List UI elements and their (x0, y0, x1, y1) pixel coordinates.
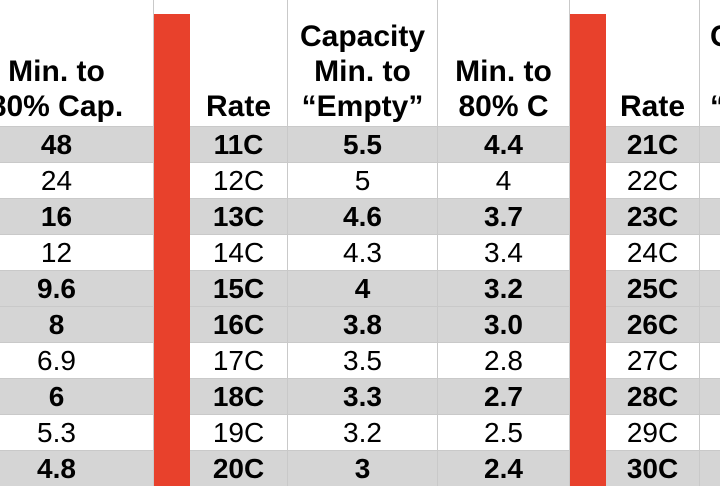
red-separator-fill (154, 14, 190, 498)
table-cell: 16C (190, 306, 288, 342)
table-cell: 28C (606, 378, 700, 414)
table-cell: 2.5 (438, 414, 570, 450)
table-cell: 6.9 (0, 342, 154, 378)
column-cropped: C “ (700, 0, 720, 498)
header-line: C (700, 20, 720, 54)
table-cell: 9.6 (0, 270, 154, 306)
header-line: Rate (619, 90, 686, 123)
table-cell (700, 198, 720, 234)
table-cell: 3.2 (438, 270, 570, 306)
table-cell: 3 (288, 450, 438, 486)
table-cell: 6 (0, 378, 154, 414)
header-line: “Empty” (301, 90, 424, 123)
table-cell: 5.5 (288, 126, 438, 162)
table-cell (700, 126, 720, 162)
table-cell: 27C (606, 342, 700, 378)
header-line: Rate (205, 90, 272, 123)
table-cell: 11C (190, 126, 288, 162)
table-cell: 3.7 (438, 198, 570, 234)
column-header: Min. to 80% Cap. (0, 0, 154, 126)
table-cell (700, 378, 720, 414)
table-cell: 16 (0, 198, 154, 234)
table-cell: 3.2 (288, 414, 438, 450)
table-cell: 14C (190, 234, 288, 270)
table-cell: 24 (0, 162, 154, 198)
column-min-to-80-c: Min. to 80% C 4.4 4 3.7 3.4 3.2 3.0 2.8 2.7 2.5 2… (438, 0, 570, 498)
table-cell: 3.8 (288, 306, 438, 342)
header-line: Min. to (314, 55, 411, 88)
table-cell: 3.5 (288, 342, 438, 378)
column-rate-2: Rate 21C 22C 23C 24C 25C 26C 27C 28C 29C 30C (606, 0, 700, 498)
column-rate: Rate 11C 12C 13C 14C 15C 16C 17C 18C 19C 20C (190, 0, 288, 498)
table-cell: 4 (438, 162, 570, 198)
table-cell: 24C (606, 234, 700, 270)
table-cell: 2.7 (438, 378, 570, 414)
table-cell: 2.8 (438, 342, 570, 378)
column-header: Rate (606, 0, 700, 126)
table-cell (700, 162, 720, 198)
column-min-to-empty: Capacity Min. to “Empty” 5.5 5 4.6 4.3 4 3.8 3… (288, 0, 438, 498)
table-cell: 4.8 (0, 450, 154, 486)
table-cell: 3.0 (438, 306, 570, 342)
table-cell: 12C (190, 162, 288, 198)
table-cell: 48 (0, 126, 154, 162)
table-cell: 17C (190, 342, 288, 378)
table-cell (700, 450, 720, 486)
table-cell: 4.6 (288, 198, 438, 234)
table-cell: 18C (190, 378, 288, 414)
column-header: Min. to 80% C (438, 0, 570, 126)
table-cell (700, 306, 720, 342)
red-separator-bar (570, 0, 606, 498)
table-cell: 13C (190, 198, 288, 234)
table-cell (700, 342, 720, 378)
table-cell: 12 (0, 234, 154, 270)
table-cell: 3.4 (438, 234, 570, 270)
column-min-to-80-cap: Min. to 80% Cap. 48 24 16 12 9.6 8 6.9 6 5.3 4.8 (0, 0, 154, 498)
table-cell (700, 270, 720, 306)
table-cell (700, 234, 720, 270)
header-line: Min. to (455, 55, 552, 88)
red-separator-fill (570, 14, 606, 498)
table-cell: 15C (190, 270, 288, 306)
table-cell: 5 (288, 162, 438, 198)
bottom-margin (0, 486, 720, 498)
table-cell: 4 (288, 270, 438, 306)
table-cell: 19C (190, 414, 288, 450)
header-line: 80% Cap. (0, 90, 124, 123)
table-cell: 8 (0, 306, 154, 342)
table-cell: 4.3 (288, 234, 438, 270)
table-cell: 23C (606, 198, 700, 234)
table-cell: 20C (190, 450, 288, 486)
table-cell: 4.4 (438, 126, 570, 162)
header-line: Min. to (8, 55, 105, 88)
table-cell: 5.3 (0, 414, 154, 450)
table-cell: 2.4 (438, 450, 570, 486)
table-cell: 26C (606, 306, 700, 342)
header-line: 80% C (458, 90, 549, 123)
header-line: Capacity (299, 20, 426, 53)
column-header: Rate (190, 0, 288, 126)
table-cell: 25C (606, 270, 700, 306)
table-cell: 21C (606, 126, 700, 162)
table-cell: 29C (606, 414, 700, 450)
column-header: C “ (700, 0, 720, 126)
header-line: “ (700, 90, 720, 124)
table-cell: 22C (606, 162, 700, 198)
table-cell (700, 414, 720, 450)
column-header: Capacity Min. to “Empty” (288, 0, 438, 126)
table-cell: 3.3 (288, 378, 438, 414)
table-cell: 30C (606, 450, 700, 486)
red-separator-bar (154, 0, 190, 498)
